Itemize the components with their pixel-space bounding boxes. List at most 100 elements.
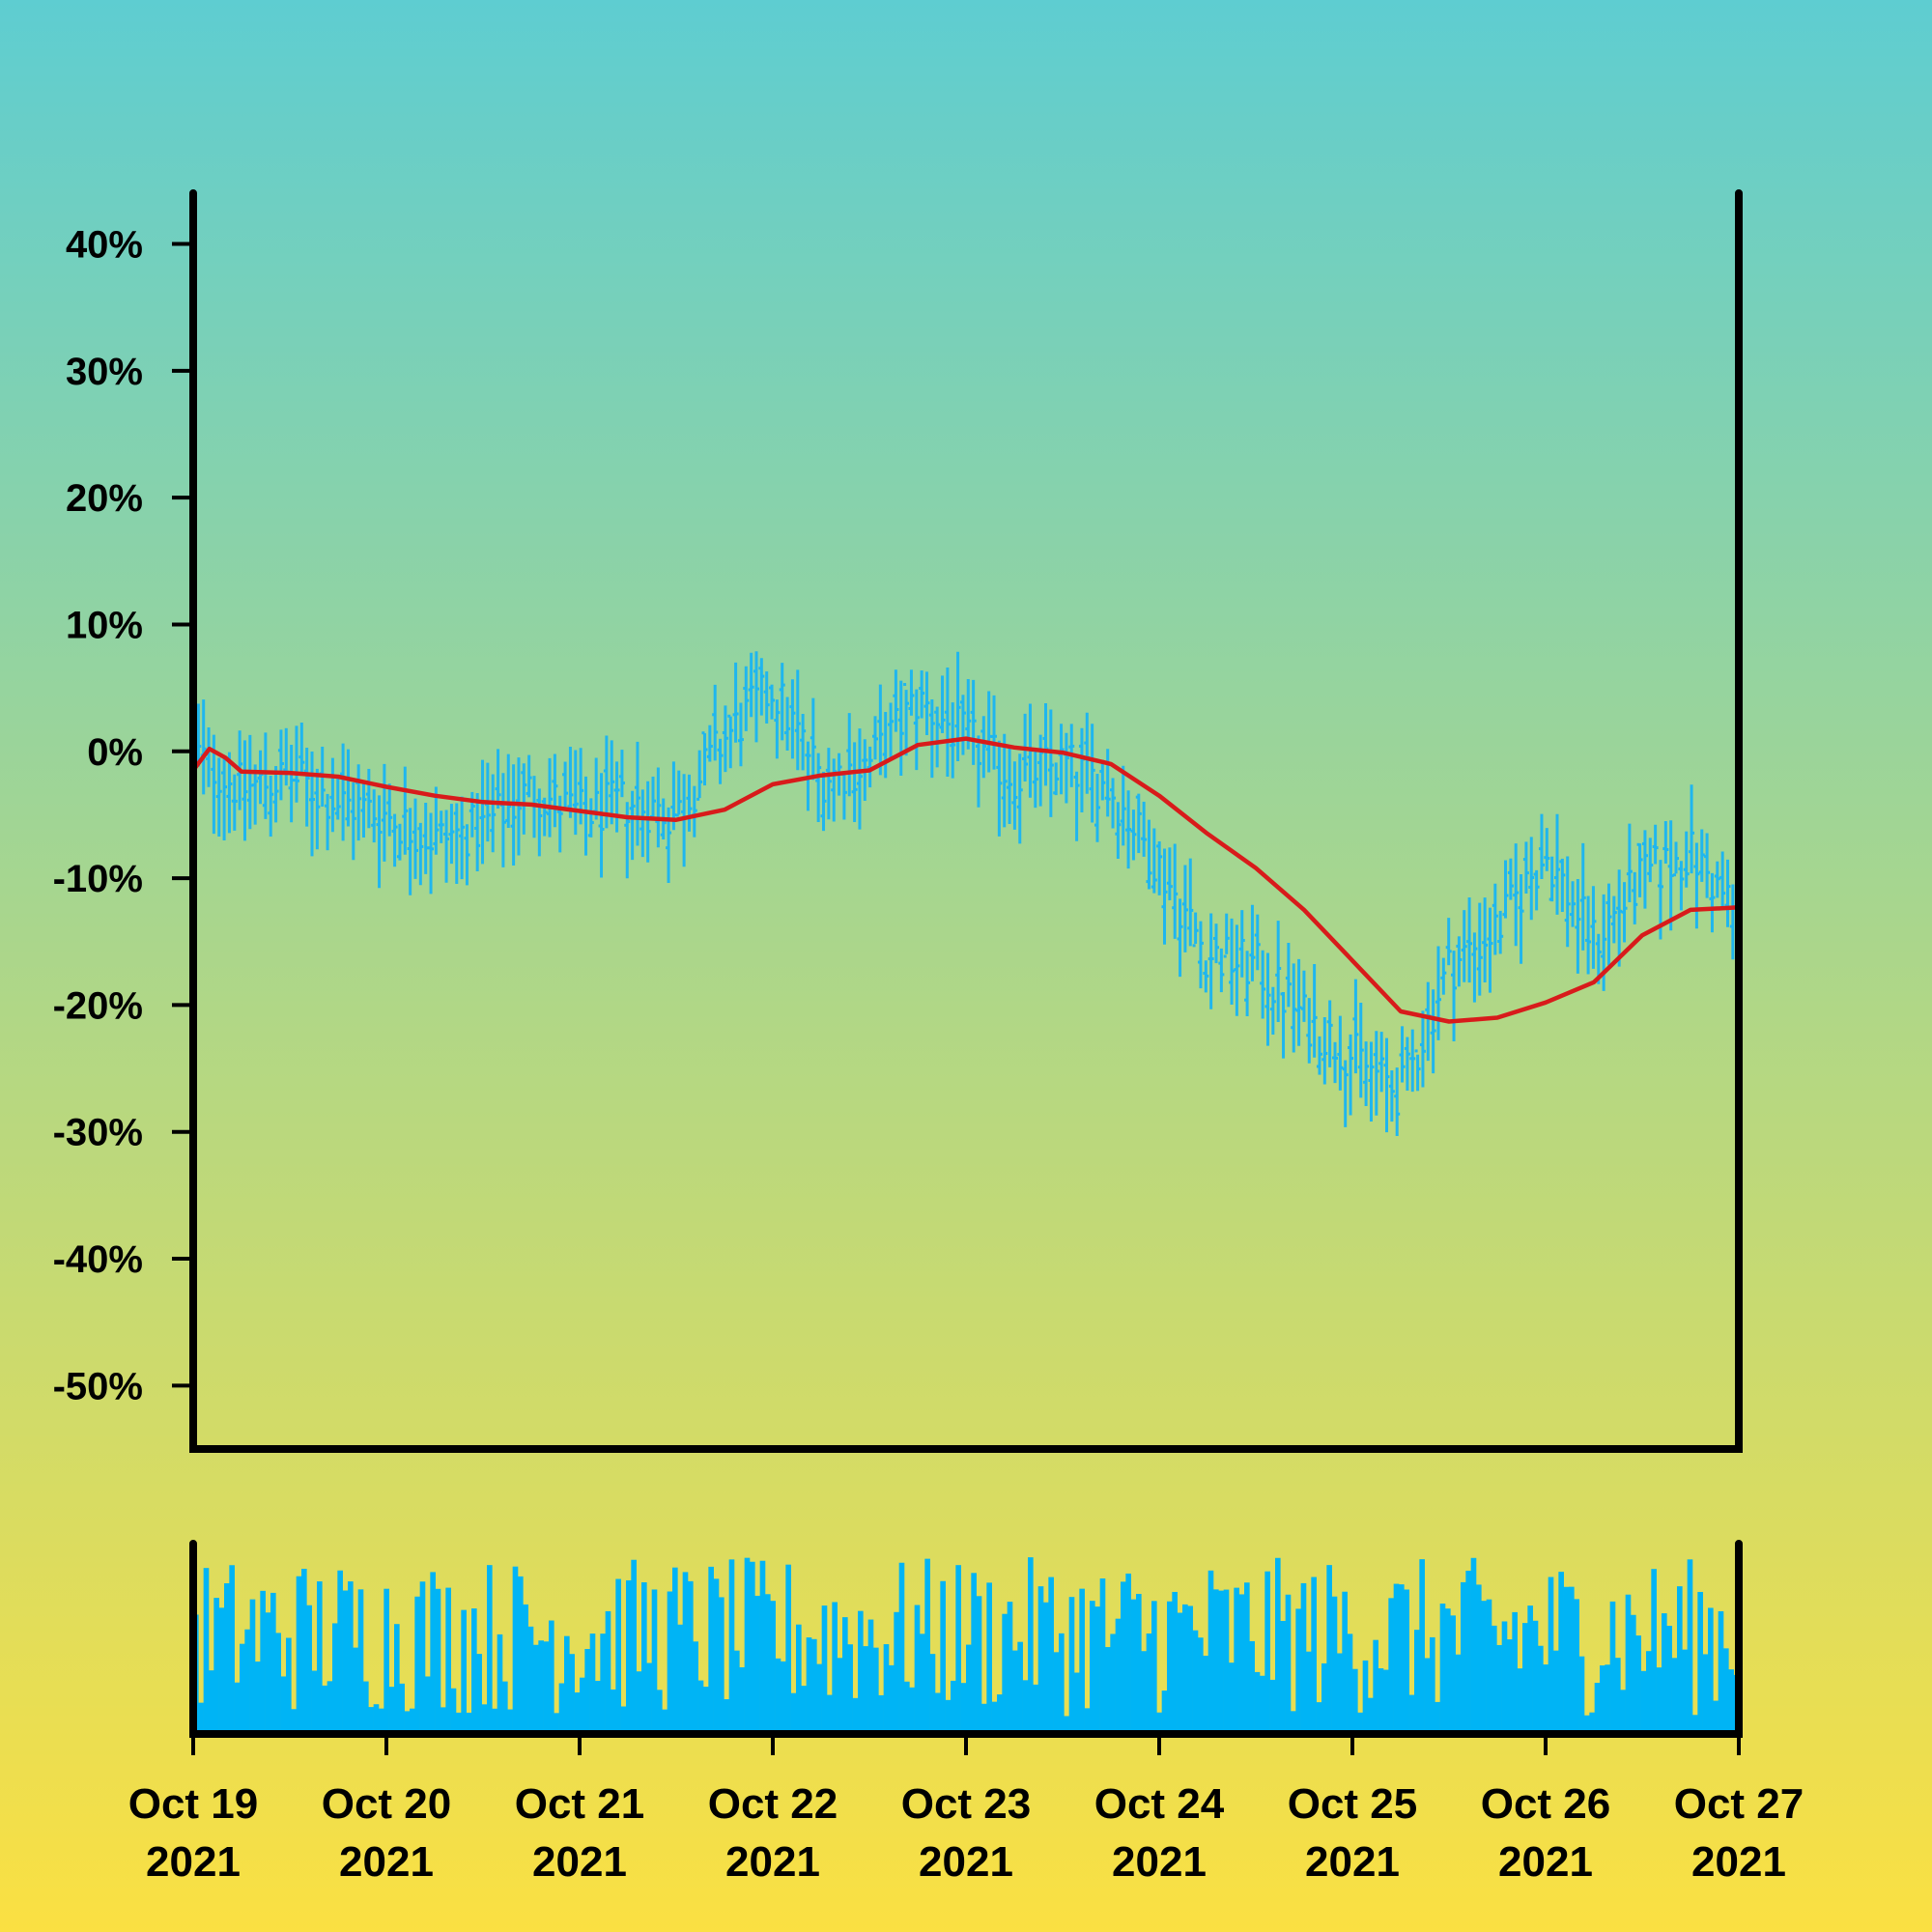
- ohlc-bar: [1234, 924, 1240, 1016]
- ohlc-bar: [1575, 879, 1581, 974]
- ohlc-bar: [727, 714, 734, 769]
- volume-bar: [1110, 1634, 1116, 1734]
- ohlc-bar: [613, 761, 620, 833]
- ohlc-bar: [329, 757, 336, 833]
- ohlc-bar: [1115, 802, 1122, 860]
- volume-bar: [945, 1699, 952, 1734]
- volume-bar: [1151, 1601, 1157, 1734]
- volume-bar: [636, 1671, 642, 1734]
- ohlc-bar: [252, 764, 259, 825]
- ohlc-bar: [1269, 986, 1276, 1036]
- ohlc-bar: [634, 741, 640, 846]
- volume-bar: [1373, 1639, 1378, 1734]
- x-tick-label-year: 2021: [725, 1838, 820, 1886]
- ohlc-bar: [758, 658, 765, 716]
- ohlc-bar: [417, 822, 424, 886]
- volume-bar: [1708, 1607, 1714, 1734]
- ohlc-bar: [1172, 843, 1179, 939]
- volume-bar: [1393, 1583, 1400, 1734]
- volume-bar: [1501, 1621, 1508, 1734]
- volume-bar: [1522, 1623, 1528, 1734]
- ohlc-bar: [686, 774, 693, 832]
- ohlc-bar: [1544, 828, 1550, 871]
- ohlc-bar: [272, 766, 279, 823]
- y-tick-label: -50%: [53, 1365, 143, 1407]
- ohlc-bar: [1166, 847, 1173, 900]
- ohlc-bar: [1693, 842, 1700, 929]
- ohlc-bar: [732, 662, 739, 743]
- ohlc-bar: [1559, 858, 1566, 913]
- volume-bar: [1291, 1711, 1296, 1734]
- ohlc-bar: [215, 757, 222, 838]
- volume-bar: [615, 1578, 621, 1734]
- volume-bar: [1203, 1656, 1208, 1734]
- ohlc-bar: [1435, 946, 1441, 1040]
- ohlc-bar: [360, 781, 367, 838]
- ohlc-bar: [1513, 843, 1520, 947]
- volume-bar: [198, 1702, 204, 1734]
- ohlc-bar: [371, 789, 378, 843]
- y-tick-label: 20%: [66, 477, 143, 520]
- ohlc-bar: [825, 748, 832, 820]
- volume-bar: [1702, 1654, 1709, 1734]
- ohlc-bar: [1311, 964, 1318, 1058]
- price-panel-frame: [189, 189, 1743, 1453]
- ohlc-bar: [1636, 842, 1643, 897]
- y-tick-label: 40%: [66, 224, 143, 267]
- volume-bar: [286, 1637, 292, 1734]
- volume-bar: [889, 1664, 895, 1734]
- x-tick-label-year: 2021: [339, 1838, 434, 1886]
- volume-bar: [1718, 1610, 1724, 1734]
- ohlc-bar: [867, 746, 873, 788]
- volume-bar: [549, 1620, 554, 1734]
- ohlc-bar: [1673, 841, 1680, 877]
- volume-bar: [1156, 1712, 1162, 1734]
- volume-bar: [1316, 1702, 1322, 1734]
- y-tick-label: 0%: [87, 731, 143, 774]
- volume-bar: [1254, 1671, 1261, 1734]
- ohlc-bar: [1652, 824, 1659, 865]
- ohlc-bar: [1264, 952, 1271, 1046]
- volume-bar: [1553, 1650, 1559, 1734]
- volume-bar: [744, 1557, 751, 1734]
- ohlc-bar: [1440, 957, 1447, 995]
- ohlc-bar: [737, 702, 744, 767]
- volume-bar: [816, 1663, 822, 1734]
- volume-bar: [1182, 1604, 1188, 1734]
- volume-bar: [260, 1590, 266, 1734]
- volume-bar: [1337, 1653, 1343, 1734]
- volume-bar: [1223, 1589, 1230, 1734]
- volume-bar: [404, 1711, 411, 1734]
- volume-bar: [1084, 1708, 1091, 1734]
- volume-bar: [224, 1583, 230, 1734]
- ohlc-bar: [1590, 886, 1597, 969]
- volume-bar: [1002, 1613, 1008, 1734]
- ohlc-bar: [231, 774, 238, 831]
- volume-bar: [255, 1662, 261, 1734]
- ohlc-bar: [1373, 1031, 1379, 1116]
- x-tick-label-date: Oct 26: [1481, 1780, 1611, 1828]
- volume-bar: [584, 1649, 590, 1734]
- ohlc-bar: [293, 725, 299, 803]
- volume-bar: [1435, 1701, 1440, 1734]
- ohlc-bar: [996, 740, 1003, 837]
- volume-bar: [801, 1686, 807, 1734]
- ohlc-bar: [954, 651, 961, 761]
- volume-bar: [781, 1661, 786, 1734]
- ohlc-bar: [1125, 790, 1132, 869]
- ohlc-bar: [376, 795, 383, 889]
- ohlc-bar: [309, 751, 316, 857]
- ohlc-bar: [1585, 895, 1592, 975]
- volume-bar: [651, 1589, 658, 1734]
- volume-bar: [1172, 1591, 1178, 1734]
- ohlc-bar: [1053, 762, 1060, 796]
- y-tick-label: 10%: [66, 604, 143, 646]
- ohlc-bar: [474, 792, 481, 872]
- ohlc-bar: [443, 810, 450, 883]
- ohlc-bar: [1466, 897, 1473, 983]
- ohlc-bar: [1538, 813, 1545, 880]
- ohlc-bar: [800, 714, 807, 771]
- y-tick-label: -40%: [53, 1238, 143, 1281]
- ohlc-bar: [572, 750, 579, 836]
- ohlc-bar: [1146, 819, 1152, 890]
